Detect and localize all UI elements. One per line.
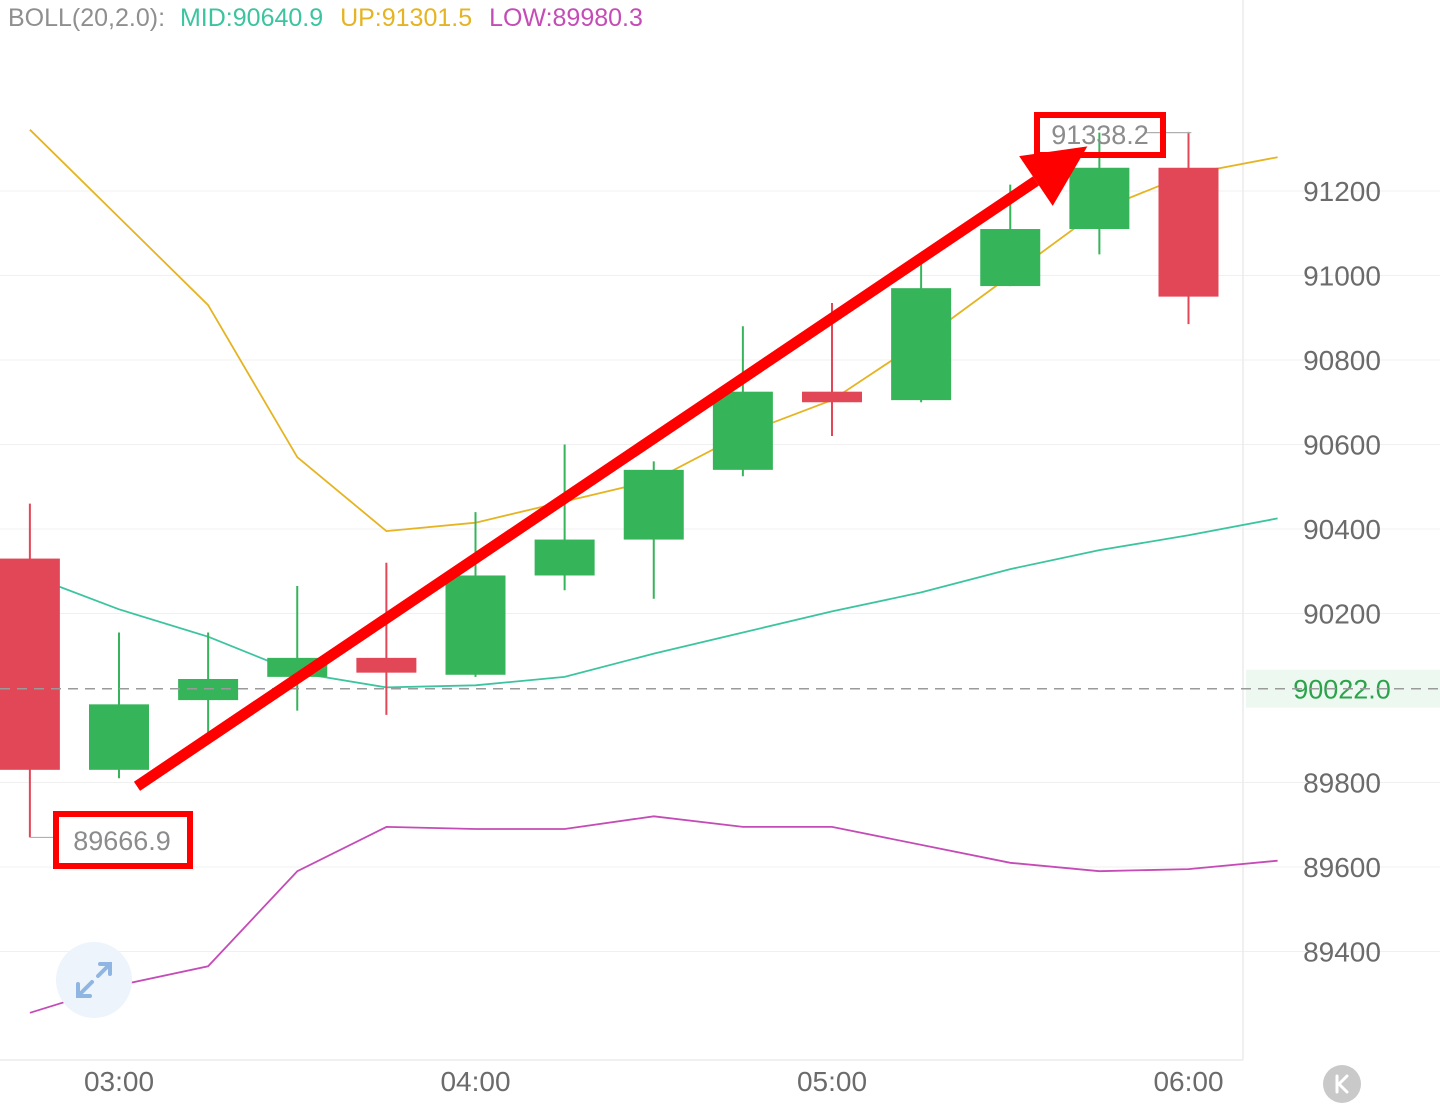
boll-up-label: UP:91301.5 (340, 4, 472, 32)
high-marker-box (1034, 112, 1166, 158)
candle-body-12 (1069, 167, 1130, 230)
candle-body-7 (623, 469, 684, 540)
candle-body-11 (980, 229, 1041, 287)
candle-body-5 (445, 575, 506, 675)
low-marker-label: 89666.9 (73, 826, 171, 856)
candle-body-2 (178, 678, 239, 701)
y-axis: 91200 91000 90800 90600 90400 90200 89800 89600… (1246, 176, 1440, 968)
x-tick-label: 04:00 (440, 1066, 510, 1097)
high-marker-label: 91338.2 (1051, 120, 1149, 150)
x-tick-label: 06:00 (1153, 1066, 1223, 1097)
y-tick-label: 90600 (1303, 430, 1381, 461)
candle-body-8 (712, 391, 773, 470)
candle-body-13 (1158, 167, 1219, 297)
boll-legend: BOLL(20,2.0): MID:90640.9 UP:91301.5 LOW… (8, 4, 643, 32)
expand-button[interactable] (56, 942, 132, 1018)
boll-name: BOLL(20,2.0): (8, 4, 165, 32)
candle-body-4 (356, 657, 417, 673)
y-tick-label: 91200 (1303, 176, 1381, 207)
y-tick-label: 90200 (1303, 599, 1381, 630)
candle-body-10 (891, 288, 952, 401)
y-tick-label: 89400 (1303, 937, 1381, 968)
trend-annotation (133, 146, 1088, 791)
expand-arrows-icon (76, 962, 112, 998)
boll-lower-line (29, 815, 1278, 1014)
candle-body-6 (534, 539, 595, 576)
candle-body-1 (89, 704, 149, 770)
y-tick-label: 89800 (1303, 768, 1381, 799)
candle-body-0 (0, 558, 60, 770)
boll-low-label: LOW:89980.3 (489, 4, 643, 32)
grid (0, 0, 1440, 1061)
y-tick-label: 91000 (1303, 261, 1381, 292)
x-axis: 03:00 04:00 05:00 06:00 (84, 1066, 1224, 1097)
trend-arrow-head (1019, 146, 1088, 206)
y-tick-label: 90800 (1303, 345, 1381, 376)
x-tick-label: 05:00 (797, 1066, 867, 1097)
boll-mid-label: MID:90640.9 (180, 4, 323, 32)
scroll-latest-button[interactable] (1323, 1065, 1361, 1103)
last-price-label: 90022.0 (1293, 675, 1391, 705)
k-icon (1335, 1074, 1349, 1094)
low-marker-box (53, 811, 193, 869)
x-tick-label: 03:00 (84, 1066, 154, 1097)
y-tick-label: 89600 (1303, 852, 1381, 883)
price-markers: 91338.2 89666.9 (0, 112, 1440, 869)
candle-body-9 (802, 391, 862, 403)
y-tick-label: 90400 (1303, 514, 1381, 545)
candles (0, 131, 1219, 838)
boll-mid-line (29, 517, 1278, 689)
trend-arrow-shaft (133, 176, 1040, 791)
